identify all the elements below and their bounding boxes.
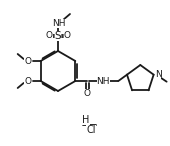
Text: O: O	[46, 32, 53, 40]
Text: S: S	[55, 31, 61, 41]
Text: NH: NH	[97, 77, 110, 86]
Text: H: H	[82, 115, 90, 125]
Text: O: O	[84, 88, 91, 98]
Text: O: O	[24, 57, 31, 66]
Text: N: N	[155, 70, 161, 79]
Text: O: O	[24, 77, 31, 86]
Text: Cl: Cl	[86, 125, 96, 135]
Text: O: O	[64, 32, 71, 40]
Text: NH: NH	[52, 19, 66, 27]
